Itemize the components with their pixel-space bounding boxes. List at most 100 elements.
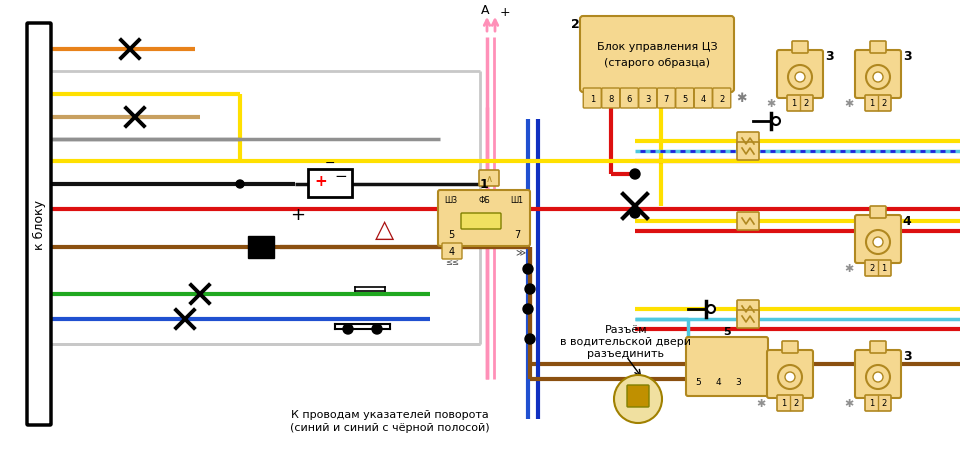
Circle shape <box>772 118 780 126</box>
Circle shape <box>707 305 715 313</box>
Text: (старого образца): (старого образца) <box>604 58 710 68</box>
FancyBboxPatch shape <box>777 51 823 99</box>
Text: 2: 2 <box>870 264 875 273</box>
Text: 5: 5 <box>683 94 687 103</box>
FancyBboxPatch shape <box>787 96 813 112</box>
Text: 8: 8 <box>608 94 613 103</box>
FancyBboxPatch shape <box>694 89 712 109</box>
Circle shape <box>873 238 883 248</box>
Circle shape <box>372 324 382 334</box>
FancyBboxPatch shape <box>865 395 891 411</box>
FancyBboxPatch shape <box>584 89 601 109</box>
FancyBboxPatch shape <box>855 216 901 263</box>
FancyBboxPatch shape <box>737 310 759 328</box>
FancyBboxPatch shape <box>438 191 530 246</box>
Text: 4: 4 <box>715 377 721 387</box>
Text: 1: 1 <box>870 99 875 108</box>
FancyBboxPatch shape <box>602 89 620 109</box>
Text: 7: 7 <box>514 230 520 239</box>
Circle shape <box>525 285 535 295</box>
FancyBboxPatch shape <box>782 341 798 353</box>
FancyBboxPatch shape <box>461 213 501 230</box>
FancyBboxPatch shape <box>442 244 462 259</box>
Text: Ш3: Ш3 <box>444 196 458 205</box>
FancyBboxPatch shape <box>792 42 808 54</box>
Text: ✱: ✱ <box>844 99 853 109</box>
Text: 1: 1 <box>480 178 489 191</box>
FancyBboxPatch shape <box>248 236 274 258</box>
Text: △: △ <box>375 217 395 241</box>
Circle shape <box>866 365 890 389</box>
Text: +: + <box>500 5 511 18</box>
Circle shape <box>788 66 812 90</box>
Text: Блок управления ЦЗ: Блок управления ЦЗ <box>597 42 717 52</box>
Text: 7: 7 <box>663 94 669 103</box>
Text: 5: 5 <box>695 377 701 387</box>
Text: ФБ: ФБ <box>478 196 490 205</box>
FancyBboxPatch shape <box>658 89 675 109</box>
Text: ≫: ≫ <box>515 246 525 257</box>
Circle shape <box>778 365 802 389</box>
Text: 2: 2 <box>719 94 725 103</box>
Text: в водительской двери: в водительской двери <box>561 336 691 346</box>
Text: A: A <box>481 4 490 17</box>
FancyBboxPatch shape <box>737 133 759 151</box>
Text: ≤≤: ≤≤ <box>445 258 459 267</box>
FancyBboxPatch shape <box>870 207 886 219</box>
Text: 3: 3 <box>902 350 911 363</box>
Circle shape <box>525 334 535 344</box>
FancyBboxPatch shape <box>627 385 649 407</box>
FancyBboxPatch shape <box>767 350 813 398</box>
FancyBboxPatch shape <box>737 143 759 161</box>
Text: 2: 2 <box>881 99 887 108</box>
Circle shape <box>873 73 883 83</box>
FancyBboxPatch shape <box>737 212 759 230</box>
Text: Ш1: Ш1 <box>511 196 523 205</box>
FancyBboxPatch shape <box>27 24 51 425</box>
Circle shape <box>866 230 890 254</box>
Text: ✱: ✱ <box>766 99 776 109</box>
FancyBboxPatch shape <box>620 89 638 109</box>
Circle shape <box>785 372 795 382</box>
Text: 1: 1 <box>781 399 786 408</box>
Text: 4: 4 <box>701 94 706 103</box>
FancyBboxPatch shape <box>737 300 759 318</box>
Text: 1: 1 <box>881 264 887 273</box>
Text: 1: 1 <box>589 94 595 103</box>
FancyBboxPatch shape <box>638 89 657 109</box>
Text: 3: 3 <box>902 51 911 63</box>
Text: Разъём: Разъём <box>605 324 647 334</box>
Text: 3: 3 <box>645 94 651 103</box>
Text: 3: 3 <box>735 377 741 387</box>
Text: +: + <box>315 174 327 189</box>
Text: 5: 5 <box>448 230 454 239</box>
Text: −: − <box>324 156 335 169</box>
FancyBboxPatch shape <box>308 170 352 198</box>
FancyBboxPatch shape <box>712 89 731 109</box>
FancyBboxPatch shape <box>855 350 901 398</box>
Text: 3: 3 <box>825 51 833 63</box>
FancyBboxPatch shape <box>865 260 891 276</box>
FancyBboxPatch shape <box>865 96 891 112</box>
Text: ∧: ∧ <box>486 174 492 184</box>
Text: (синий и синий с чёрной полосой): (синий и синий с чёрной полосой) <box>290 422 490 432</box>
Text: К проводам указателей поворота: К проводам указателей поворота <box>291 409 489 419</box>
Text: 2: 2 <box>881 399 887 408</box>
Text: разъединить: разъединить <box>588 348 664 358</box>
FancyBboxPatch shape <box>686 337 768 396</box>
FancyBboxPatch shape <box>870 341 886 353</box>
Text: к блоку: к блоку <box>33 199 45 249</box>
FancyBboxPatch shape <box>855 51 901 99</box>
Text: 4: 4 <box>449 246 455 257</box>
Text: ✱: ✱ <box>844 263 853 273</box>
Text: 2: 2 <box>570 18 580 30</box>
FancyBboxPatch shape <box>580 17 734 93</box>
Text: 5: 5 <box>723 326 731 336</box>
Circle shape <box>873 372 883 382</box>
Circle shape <box>343 324 353 334</box>
Text: ✱: ✱ <box>756 398 766 408</box>
Text: +: + <box>291 206 305 224</box>
Text: ✱: ✱ <box>735 92 746 105</box>
FancyBboxPatch shape <box>870 42 886 54</box>
Circle shape <box>236 180 244 189</box>
